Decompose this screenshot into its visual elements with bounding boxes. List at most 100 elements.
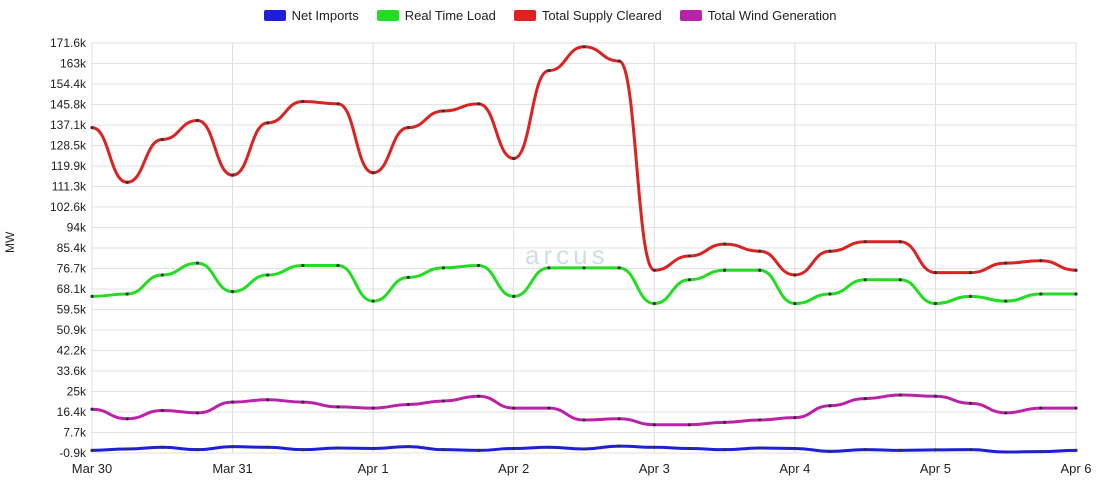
data-point-total-wind-generation [512,406,516,410]
data-point-total-supply-cleared [863,240,867,244]
data-point-total-wind-generation [441,399,446,403]
watermark-logo: arcus [525,240,609,270]
data-point-net-imports [687,446,692,451]
y-tick-label: 68.1k [57,282,87,296]
data-point-net-imports [828,449,832,453]
x-tick-label: Mar 31 [212,461,252,476]
data-point-total-wind-generation [90,407,94,411]
data-point-net-imports [441,448,446,452]
data-point-real-time-load [441,266,446,270]
y-tick-label: 111.3k [52,180,87,194]
data-point-total-supply-cleared [441,109,446,113]
data-point-total-supply-cleared [617,59,621,63]
data-point-total-wind-generation [793,415,797,420]
data-point-real-time-load [476,263,481,268]
x-tick-label: Mar 30 [72,461,112,476]
data-point-total-supply-cleared [195,118,200,123]
data-point-total-supply-cleared [476,102,481,106]
data-point-total-supply-cleared [406,126,410,130]
y-tick-label: 154.4k [50,77,87,91]
data-point-real-time-load [547,266,551,270]
data-point-real-time-load [793,301,797,306]
data-point-net-imports [195,448,200,452]
data-point-total-supply-cleared [828,249,832,253]
data-point-total-wind-generation [195,411,200,415]
data-point-real-time-load [582,266,586,270]
data-point-total-supply-cleared [230,173,235,177]
data-point-total-wind-generation [582,418,586,422]
data-point-real-time-load [933,301,938,306]
data-point-total-supply-cleared [687,254,692,258]
data-point-net-imports [933,448,938,452]
y-tick-label: 85.4k [57,241,87,255]
y-tick-label: 94k [67,221,87,235]
y-tick-label: -0.9k [59,446,87,460]
data-point-total-supply-cleared [301,99,305,104]
data-point-real-time-load [512,294,516,298]
data-point-total-wind-generation [652,423,656,427]
data-point-total-wind-generation [406,402,410,407]
data-point-total-wind-generation [371,406,375,410]
data-point-total-supply-cleared [968,271,973,275]
legend-swatch [376,10,399,21]
data-point-total-supply-cleared [582,45,586,49]
data-point-total-supply-cleared [1039,259,1043,263]
data-point-total-wind-generation [547,406,551,410]
y-tick-label: 128.5k [50,139,87,153]
data-point-net-imports [406,444,410,449]
y-tick-label: 119.9k [51,159,87,173]
y-tick-label: 59.5k [57,303,87,317]
y-tick-label: 102.6k [50,200,87,214]
legend-label: Total Supply Cleared [541,8,662,23]
data-point-total-wind-generation [336,405,340,409]
data-point-total-supply-cleared [1004,261,1008,265]
data-point-real-time-load [617,266,621,270]
data-point-total-wind-generation [722,420,727,424]
legend-item-total-supply-cleared[interactable]: Total Supply Cleared [513,8,662,23]
data-point-net-imports [90,448,94,452]
data-point-net-imports [371,446,375,451]
data-point-net-imports [336,446,340,450]
data-point-total-wind-generation [160,408,164,413]
data-point-total-wind-generation [230,400,235,404]
legend-item-net-imports[interactable]: Net Imports [263,8,359,23]
x-tick-label: Apr 3 [639,461,670,476]
data-point-net-imports [125,447,129,451]
data-point-real-time-load [1074,292,1078,296]
data-point-total-supply-cleared [90,126,94,130]
legend-swatch [513,10,536,21]
data-point-net-imports [968,448,973,452]
data-point-total-wind-generation [828,404,832,408]
data-point-total-supply-cleared [125,180,129,184]
data-point-total-supply-cleared [512,156,516,161]
series-lines [90,45,1078,454]
x-ticks: Mar 30 Mar 31 Apr 1 Apr 2 Apr 3 Apr 4 Apr 5 Apr… [72,461,1092,476]
data-point-real-time-load [230,290,235,294]
data-point-net-imports [582,447,586,451]
data-point-total-wind-generation [1039,406,1043,410]
data-point-net-imports [898,448,902,452]
data-point-net-imports [652,445,656,449]
grid [91,42,1077,454]
legend-label: Real Time Load [404,8,496,23]
data-point-net-imports [1074,448,1078,452]
legend: Net Imports Real Time Load Total Supply … [0,8,1100,23]
data-point-real-time-load [125,292,129,296]
data-point-total-wind-generation [898,393,902,397]
data-point-net-imports [512,446,516,451]
data-point-net-imports [1039,449,1043,454]
data-point-total-supply-cleared [547,68,551,73]
y-tick-label: 145.8k [50,98,87,112]
legend-item-total-wind-generation[interactable]: Total Wind Generation [679,8,836,23]
data-point-real-time-load [90,294,94,298]
data-point-net-imports [547,445,551,449]
legend-swatch [263,10,286,21]
data-point-net-imports [1004,450,1008,454]
data-point-total-supply-cleared [758,249,762,253]
legend-item-real-time-load[interactable]: Real Time Load [376,8,496,23]
data-point-total-wind-generation [617,417,621,421]
data-point-total-wind-generation [1074,406,1078,410]
data-point-net-imports [793,446,797,451]
data-point-real-time-load [160,273,164,277]
